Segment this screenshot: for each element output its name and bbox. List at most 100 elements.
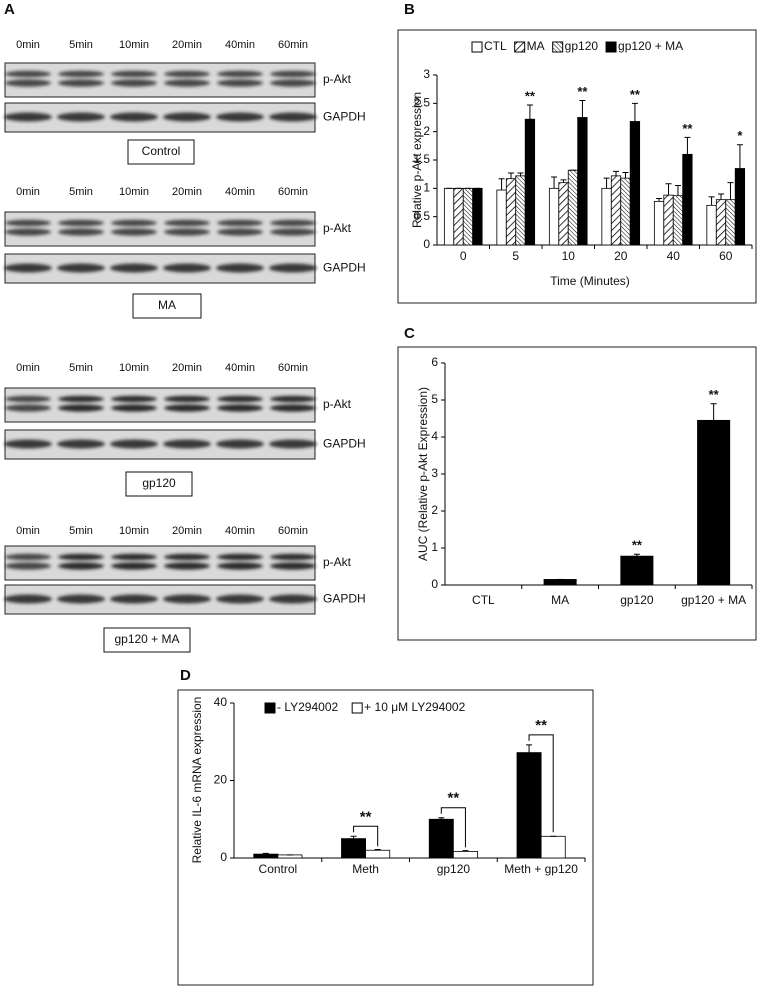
condition-box (103, 627, 191, 653)
y-tick-label: 0 (431, 577, 438, 591)
time-label: 60min (278, 39, 308, 51)
band (57, 594, 105, 604)
band (111, 553, 157, 561)
time-label: 5min (69, 39, 93, 51)
band (58, 562, 104, 570)
y-tick-label: 0 (423, 237, 430, 251)
bar (452, 851, 478, 859)
panel-label: B (404, 1, 415, 18)
band (111, 70, 157, 78)
error-bar (613, 170, 620, 176)
bar (548, 187, 560, 246)
time-label: 10min (119, 362, 149, 374)
bar (577, 117, 588, 246)
condition-box (125, 471, 193, 497)
error-bar (603, 177, 610, 189)
y-tick-label: 1 (423, 181, 430, 195)
error-bar (438, 817, 445, 820)
legend-label: gp120 (565, 39, 599, 53)
blot-background (4, 211, 316, 247)
legend-label: - LY294002 (277, 700, 338, 714)
error-bar (526, 744, 533, 753)
bar (443, 187, 455, 246)
condition-label: MA (158, 298, 176, 312)
bar (516, 752, 542, 859)
bar (620, 177, 631, 246)
time-label: 10min (119, 39, 149, 51)
bar (453, 187, 464, 246)
legend-swatch (471, 41, 483, 53)
y-tick-label: 5 (431, 392, 438, 406)
bar (697, 419, 731, 586)
band (164, 553, 210, 561)
condition-box (132, 293, 202, 319)
error-bar (710, 403, 717, 421)
band (4, 594, 52, 604)
band (163, 263, 211, 273)
condition-box (127, 139, 195, 165)
bar (629, 121, 641, 246)
band (110, 263, 158, 273)
error-bar (508, 172, 515, 179)
panel-label: A (4, 1, 15, 18)
band (164, 219, 210, 227)
band (111, 79, 157, 87)
band (111, 228, 157, 236)
bar (428, 818, 454, 859)
band (111, 562, 157, 570)
x-tick-label: Meth + gp120 (504, 862, 578, 876)
significance-label: ** (682, 121, 693, 136)
band (269, 594, 317, 604)
bar (365, 849, 391, 859)
time-label: 0min (16, 39, 40, 51)
band (163, 439, 211, 449)
condition-label: gp120 + MA (114, 632, 179, 646)
band (58, 70, 104, 78)
bar (567, 169, 579, 246)
legend-label: CTL (484, 39, 507, 53)
y-tick-label: 1 (431, 540, 438, 554)
band (111, 395, 157, 403)
time-label: 20min (172, 525, 202, 537)
band (217, 404, 263, 412)
legend-swatch (351, 702, 363, 714)
error-bar (579, 100, 586, 118)
y-tick-label: 1.5 (413, 152, 430, 166)
y-tick-label: 6 (431, 355, 438, 369)
error-bar (517, 172, 524, 176)
x-tick-label: MA (551, 593, 569, 607)
error-bar (560, 179, 567, 183)
x-tick-label: Control (259, 862, 298, 876)
y-tick-label: 20 (214, 773, 228, 787)
bar (601, 187, 612, 246)
error-bar (526, 104, 533, 120)
band (57, 112, 105, 122)
band (110, 439, 158, 449)
band (58, 219, 104, 227)
bar (706, 204, 717, 246)
band (164, 395, 210, 403)
band (5, 70, 51, 78)
time-label: 40min (225, 362, 255, 374)
time-label: 40min (225, 186, 255, 198)
time-label: 20min (172, 39, 202, 51)
time-label: 10min (119, 525, 149, 537)
band (5, 79, 51, 87)
error-bar (736, 144, 743, 169)
bar (734, 168, 746, 246)
error-bar (631, 102, 638, 122)
panel-label: C (404, 325, 415, 342)
band (269, 439, 317, 449)
chart-frame (177, 689, 594, 986)
error-bar (684, 136, 691, 155)
bar (715, 199, 727, 246)
bar (682, 153, 693, 246)
time-label: 10min (119, 186, 149, 198)
y-axis-title: Relative IL-6 mRNA expression (190, 697, 204, 864)
x-tick-label: 10 (562, 249, 576, 263)
blot-background (4, 545, 316, 581)
error-bar (674, 185, 681, 196)
bar (543, 579, 577, 586)
significance-label: ** (360, 808, 372, 825)
band (164, 228, 210, 236)
